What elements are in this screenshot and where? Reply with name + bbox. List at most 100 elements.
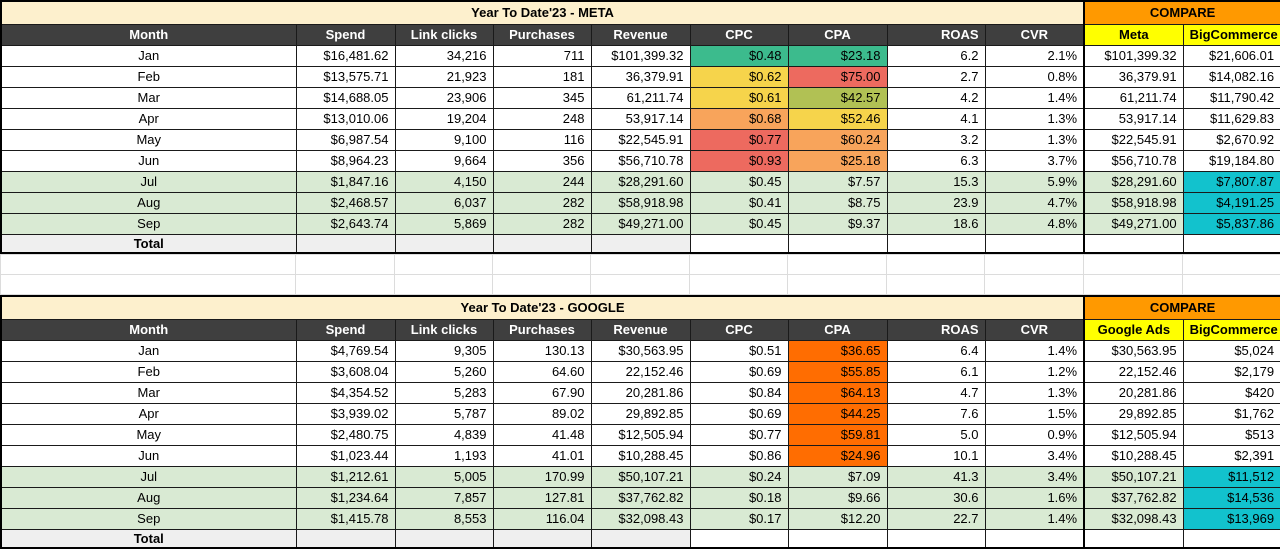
cell-cvr[interactable]: 3.4%	[985, 445, 1084, 466]
cell-compare-b[interactable]: $420	[1183, 382, 1280, 403]
cell-cpa[interactable]: $64.13	[788, 382, 887, 403]
cell-revenue[interactable]: $30,563.95	[591, 340, 690, 361]
empty-cell[interactable]	[1, 275, 296, 295]
col-header-cpa[interactable]: CPA	[788, 319, 887, 340]
cell-compare-a[interactable]: 53,917.14	[1084, 108, 1183, 129]
cell-compare-a[interactable]: $56,710.78	[1084, 150, 1183, 171]
cell-cpc[interactable]: $0.61	[690, 87, 788, 108]
cell-cpc[interactable]: $0.17	[690, 508, 788, 529]
cell-cvr[interactable]: 1.2%	[985, 361, 1084, 382]
cell-revenue[interactable]: $22,545.91	[591, 129, 690, 150]
cell-roas[interactable]: 5.0	[887, 424, 985, 445]
total-empty-cell[interactable]	[985, 529, 1084, 548]
cell-spend[interactable]: $3,939.02	[296, 403, 395, 424]
cell-link-clicks[interactable]: 5,869	[395, 213, 493, 234]
empty-cell[interactable]	[1084, 275, 1183, 295]
cell-month[interactable]: Feb	[1, 66, 296, 87]
col-header-revenue[interactable]: Revenue	[591, 24, 690, 45]
cell-cvr[interactable]: 4.7%	[985, 192, 1084, 213]
cell-revenue[interactable]: $12,505.94	[591, 424, 690, 445]
cell-cpa[interactable]: $7.57	[788, 171, 887, 192]
col-header-month[interactable]: Month	[1, 24, 296, 45]
cell-roas[interactable]: 4.2	[887, 87, 985, 108]
col-header-revenue[interactable]: Revenue	[591, 319, 690, 340]
cell-cpa[interactable]: $42.57	[788, 87, 887, 108]
cell-month[interactable]: Apr	[1, 403, 296, 424]
cell-link-clicks[interactable]: 21,923	[395, 66, 493, 87]
cell-cvr[interactable]: 1.5%	[985, 403, 1084, 424]
cell-month[interactable]: Jan	[1, 340, 296, 361]
cell-revenue[interactable]: 22,152.46	[591, 361, 690, 382]
cell-compare-a[interactable]: 36,379.91	[1084, 66, 1183, 87]
cell-revenue[interactable]: $49,271.00	[591, 213, 690, 234]
cell-month[interactable]: Jan	[1, 45, 296, 66]
cell-compare-a[interactable]: 61,211.74	[1084, 87, 1183, 108]
cell-cpc[interactable]: $0.45	[690, 171, 788, 192]
cell-cvr[interactable]: 0.8%	[985, 66, 1084, 87]
total-empty-cell[interactable]	[788, 529, 887, 548]
cell-month[interactable]: Feb	[1, 361, 296, 382]
cell-roas[interactable]: 6.2	[887, 45, 985, 66]
cell-revenue[interactable]: $28,291.60	[591, 171, 690, 192]
cell-month[interactable]: Aug	[1, 487, 296, 508]
cell-link-clicks[interactable]: 8,553	[395, 508, 493, 529]
cell-spend[interactable]: $13,010.06	[296, 108, 395, 129]
col-header-google-ads[interactable]: Google Ads	[1084, 319, 1183, 340]
cell-cpc[interactable]: $0.86	[690, 445, 788, 466]
cell-cvr[interactable]: 4.8%	[985, 213, 1084, 234]
cell-cvr[interactable]: 1.4%	[985, 87, 1084, 108]
empty-cell[interactable]	[591, 255, 690, 275]
cell-cvr[interactable]: 1.4%	[985, 508, 1084, 529]
cell-cpa[interactable]: $12.20	[788, 508, 887, 529]
cell-compare-a[interactable]: $30,563.95	[1084, 340, 1183, 361]
cell-spend[interactable]: $8,964.23	[296, 150, 395, 171]
col-header-roas[interactable]: ROAS	[887, 319, 985, 340]
cell-spend[interactable]: $4,354.52	[296, 382, 395, 403]
cell-cpc[interactable]: $0.77	[690, 129, 788, 150]
cell-cpa[interactable]: $36.65	[788, 340, 887, 361]
empty-cell[interactable]	[1084, 255, 1183, 275]
cell-compare-a[interactable]: $28,291.60	[1084, 171, 1183, 192]
total-empty-cell[interactable]	[395, 529, 493, 548]
cell-compare-b[interactable]: $11,629.83	[1183, 108, 1280, 129]
cell-spend[interactable]: $16,481.62	[296, 45, 395, 66]
cell-cpa[interactable]: $25.18	[788, 150, 887, 171]
cell-month[interactable]: Aug	[1, 192, 296, 213]
total-empty-cell[interactable]	[296, 529, 395, 548]
cell-roas[interactable]: 22.7	[887, 508, 985, 529]
cell-compare-a[interactable]: $49,271.00	[1084, 213, 1183, 234]
cell-purchases[interactable]: 248	[493, 108, 591, 129]
cell-link-clicks[interactable]: 6,037	[395, 192, 493, 213]
cell-roas[interactable]: 7.6	[887, 403, 985, 424]
cell-compare-b[interactable]: $1,762	[1183, 403, 1280, 424]
cell-compare-b[interactable]: $7,807.87	[1183, 171, 1280, 192]
cell-roas[interactable]: 6.3	[887, 150, 985, 171]
cell-link-clicks[interactable]: 19,204	[395, 108, 493, 129]
cell-compare-a[interactable]: 22,152.46	[1084, 361, 1183, 382]
cell-cvr[interactable]: 1.4%	[985, 340, 1084, 361]
cell-revenue[interactable]: 29,892.85	[591, 403, 690, 424]
cell-purchases[interactable]: 282	[493, 213, 591, 234]
cell-purchases[interactable]: 89.02	[493, 403, 591, 424]
cell-cpa[interactable]: $9.37	[788, 213, 887, 234]
cell-purchases[interactable]: 116	[493, 129, 591, 150]
cell-link-clicks[interactable]: 4,839	[395, 424, 493, 445]
cell-cpa[interactable]: $7.09	[788, 466, 887, 487]
col-header-cpa[interactable]: CPA	[788, 24, 887, 45]
cell-cpa[interactable]: $55.85	[788, 361, 887, 382]
cell-cvr[interactable]: 0.9%	[985, 424, 1084, 445]
cell-purchases[interactable]: 181	[493, 66, 591, 87]
cell-purchases[interactable]: 130.13	[493, 340, 591, 361]
cell-compare-a[interactable]: $10,288.45	[1084, 445, 1183, 466]
cell-compare-b[interactable]: $14,536	[1183, 487, 1280, 508]
cell-compare-a[interactable]: $37,762.82	[1084, 487, 1183, 508]
cell-purchases[interactable]: 116.04	[493, 508, 591, 529]
cell-compare-a[interactable]: $101,399.32	[1084, 45, 1183, 66]
total-empty-cell[interactable]	[296, 234, 395, 253]
cell-spend[interactable]: $1,415.78	[296, 508, 395, 529]
cell-link-clicks[interactable]: 34,216	[395, 45, 493, 66]
cell-month[interactable]: May	[1, 129, 296, 150]
cell-spend[interactable]: $4,769.54	[296, 340, 395, 361]
col-header-spend[interactable]: Spend	[296, 319, 395, 340]
total-empty-cell[interactable]	[690, 234, 788, 253]
